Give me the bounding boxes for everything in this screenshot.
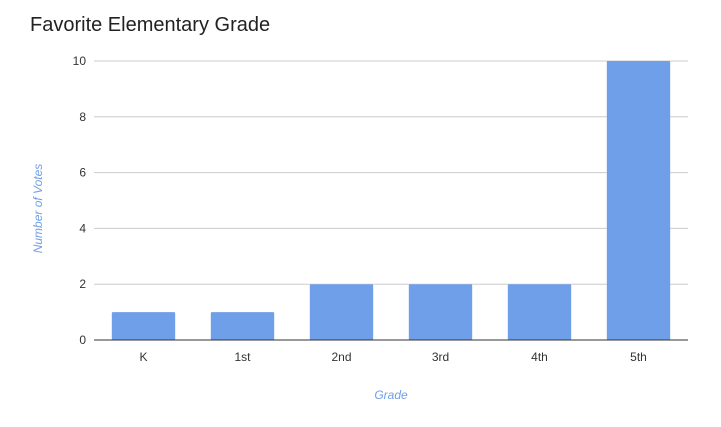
gridlines xyxy=(94,60,688,285)
x-tick-label: 1st xyxy=(234,350,251,364)
chart-title: Favorite Elementary Grade xyxy=(30,14,271,36)
x-tick-label: 3rd xyxy=(432,350,449,364)
x-tick-label: 5th xyxy=(630,350,647,364)
bars xyxy=(111,61,671,340)
bar-1st xyxy=(210,312,275,340)
x-tick-label: 4th xyxy=(531,350,548,364)
y-tick-label: 0 xyxy=(79,333,86,347)
bar-k xyxy=(111,312,176,340)
bar-2nd xyxy=(309,284,374,340)
y-tick-label: 4 xyxy=(79,221,86,235)
x-tick-label: K xyxy=(139,350,147,364)
tick-labels: 0 2 4 6 8 10 K 1st 2nd 3rd 4th 5th xyxy=(73,54,647,364)
bar-3rd xyxy=(408,284,473,340)
y-tick-label: 10 xyxy=(73,54,87,68)
bar-5th xyxy=(606,61,671,340)
y-tick-label: 8 xyxy=(79,110,86,124)
x-axis-title: Grade xyxy=(374,388,408,402)
y-tick-label: 2 xyxy=(79,277,86,291)
y-axis-title: Number of Votes xyxy=(31,164,45,254)
x-tick-label: 2nd xyxy=(331,350,351,364)
bar-4th xyxy=(507,284,572,340)
y-tick-label: 6 xyxy=(79,166,86,180)
